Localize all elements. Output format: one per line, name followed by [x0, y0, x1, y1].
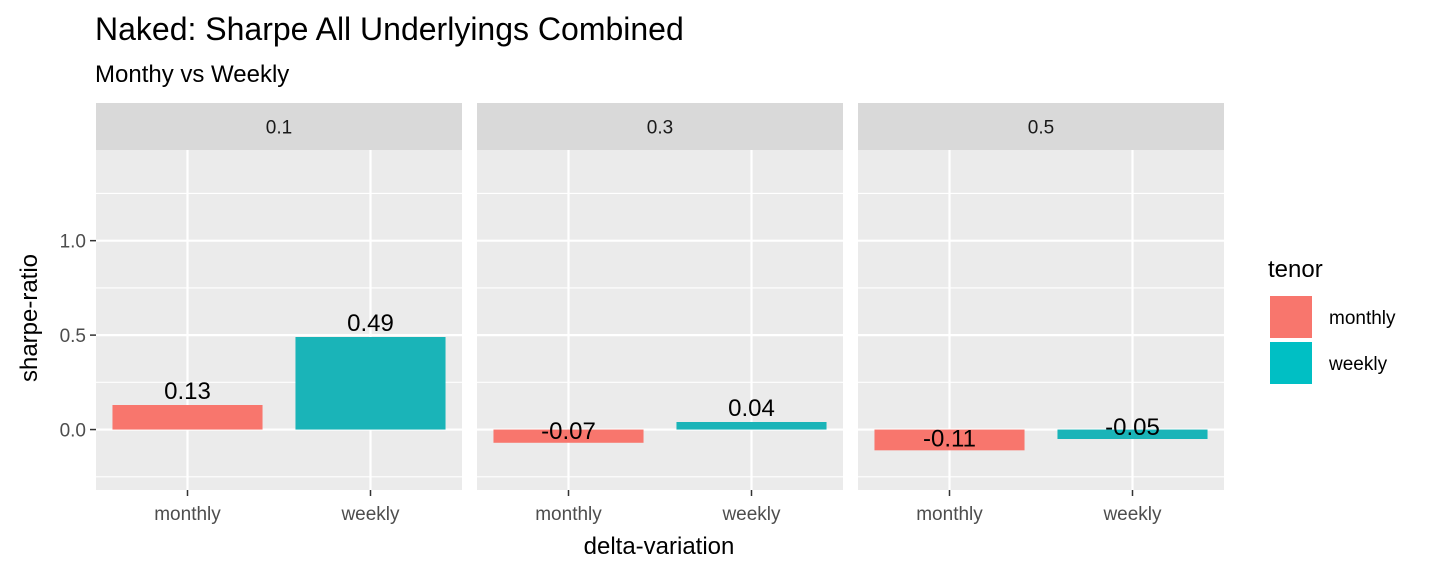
legend-label: weekly [1328, 354, 1388, 375]
bar-monthly [112, 405, 263, 430]
facets: 0.1 0.13 0.49 monthly weekly 0.3 -0.07 0.04 mont… [96, 103, 1224, 525]
bar-weekly [1057, 429, 1208, 439]
bar-value-label: -0.07 [541, 418, 596, 445]
facet-panel: 0.5 -0.11 -0.05 monthly weekly [858, 103, 1224, 525]
legend-label: monthly [1329, 308, 1396, 329]
bar-value-label: 0.04 [728, 395, 775, 422]
legend: tenor monthly weekly [1268, 256, 1396, 384]
bar-weekly [295, 337, 446, 430]
facet-panel: 0.3 -0.07 0.04 monthly weekly [477, 103, 843, 525]
facet-strip [858, 103, 1224, 150]
bar-monthly [874, 429, 1025, 451]
facet-strip [96, 103, 462, 150]
y-tick-label: 0.5 [60, 326, 86, 347]
y-tick-label: 0.0 [60, 421, 86, 442]
facet-panel: 0.1 0.13 0.49 monthly weekly [96, 103, 462, 525]
legend-key-monthly [1270, 296, 1312, 338]
y-tick-label: 1.0 [60, 232, 86, 253]
facet-strip-label: 0.1 [266, 118, 292, 139]
x-tick-label: weekly [340, 504, 400, 525]
bar-value-label: -0.11 [923, 425, 976, 452]
x-tick-label: monthly [916, 504, 983, 525]
chart-subtitle: Monthy vs Weekly [95, 61, 289, 88]
panel-background [96, 150, 462, 490]
facet-strip [477, 103, 843, 150]
x-axis-title: delta-variation [584, 533, 735, 560]
y-axis: 0.0 0.5 1.0 [60, 232, 96, 442]
y-axis-title: sharpe-ratio [16, 254, 43, 382]
facet-strip-label: 0.3 [647, 118, 673, 139]
x-tick-label: monthly [535, 504, 602, 525]
bar-value-label: 0.13 [164, 378, 211, 405]
x-tick-label: weekly [721, 504, 781, 525]
facet-strip-label: 0.5 [1028, 118, 1054, 139]
x-tick-label: weekly [1102, 504, 1162, 525]
chart-title: Naked: Sharpe All Underlyings Combined [95, 11, 684, 47]
legend-key-weekly [1270, 342, 1312, 384]
bar-value-label: 0.49 [347, 310, 394, 337]
bar-monthly [493, 429, 644, 443]
x-tick-label: monthly [154, 504, 221, 525]
bar-weekly [676, 422, 827, 430]
legend-title: tenor [1268, 256, 1323, 283]
bar-value-label: -0.05 [1105, 414, 1160, 441]
